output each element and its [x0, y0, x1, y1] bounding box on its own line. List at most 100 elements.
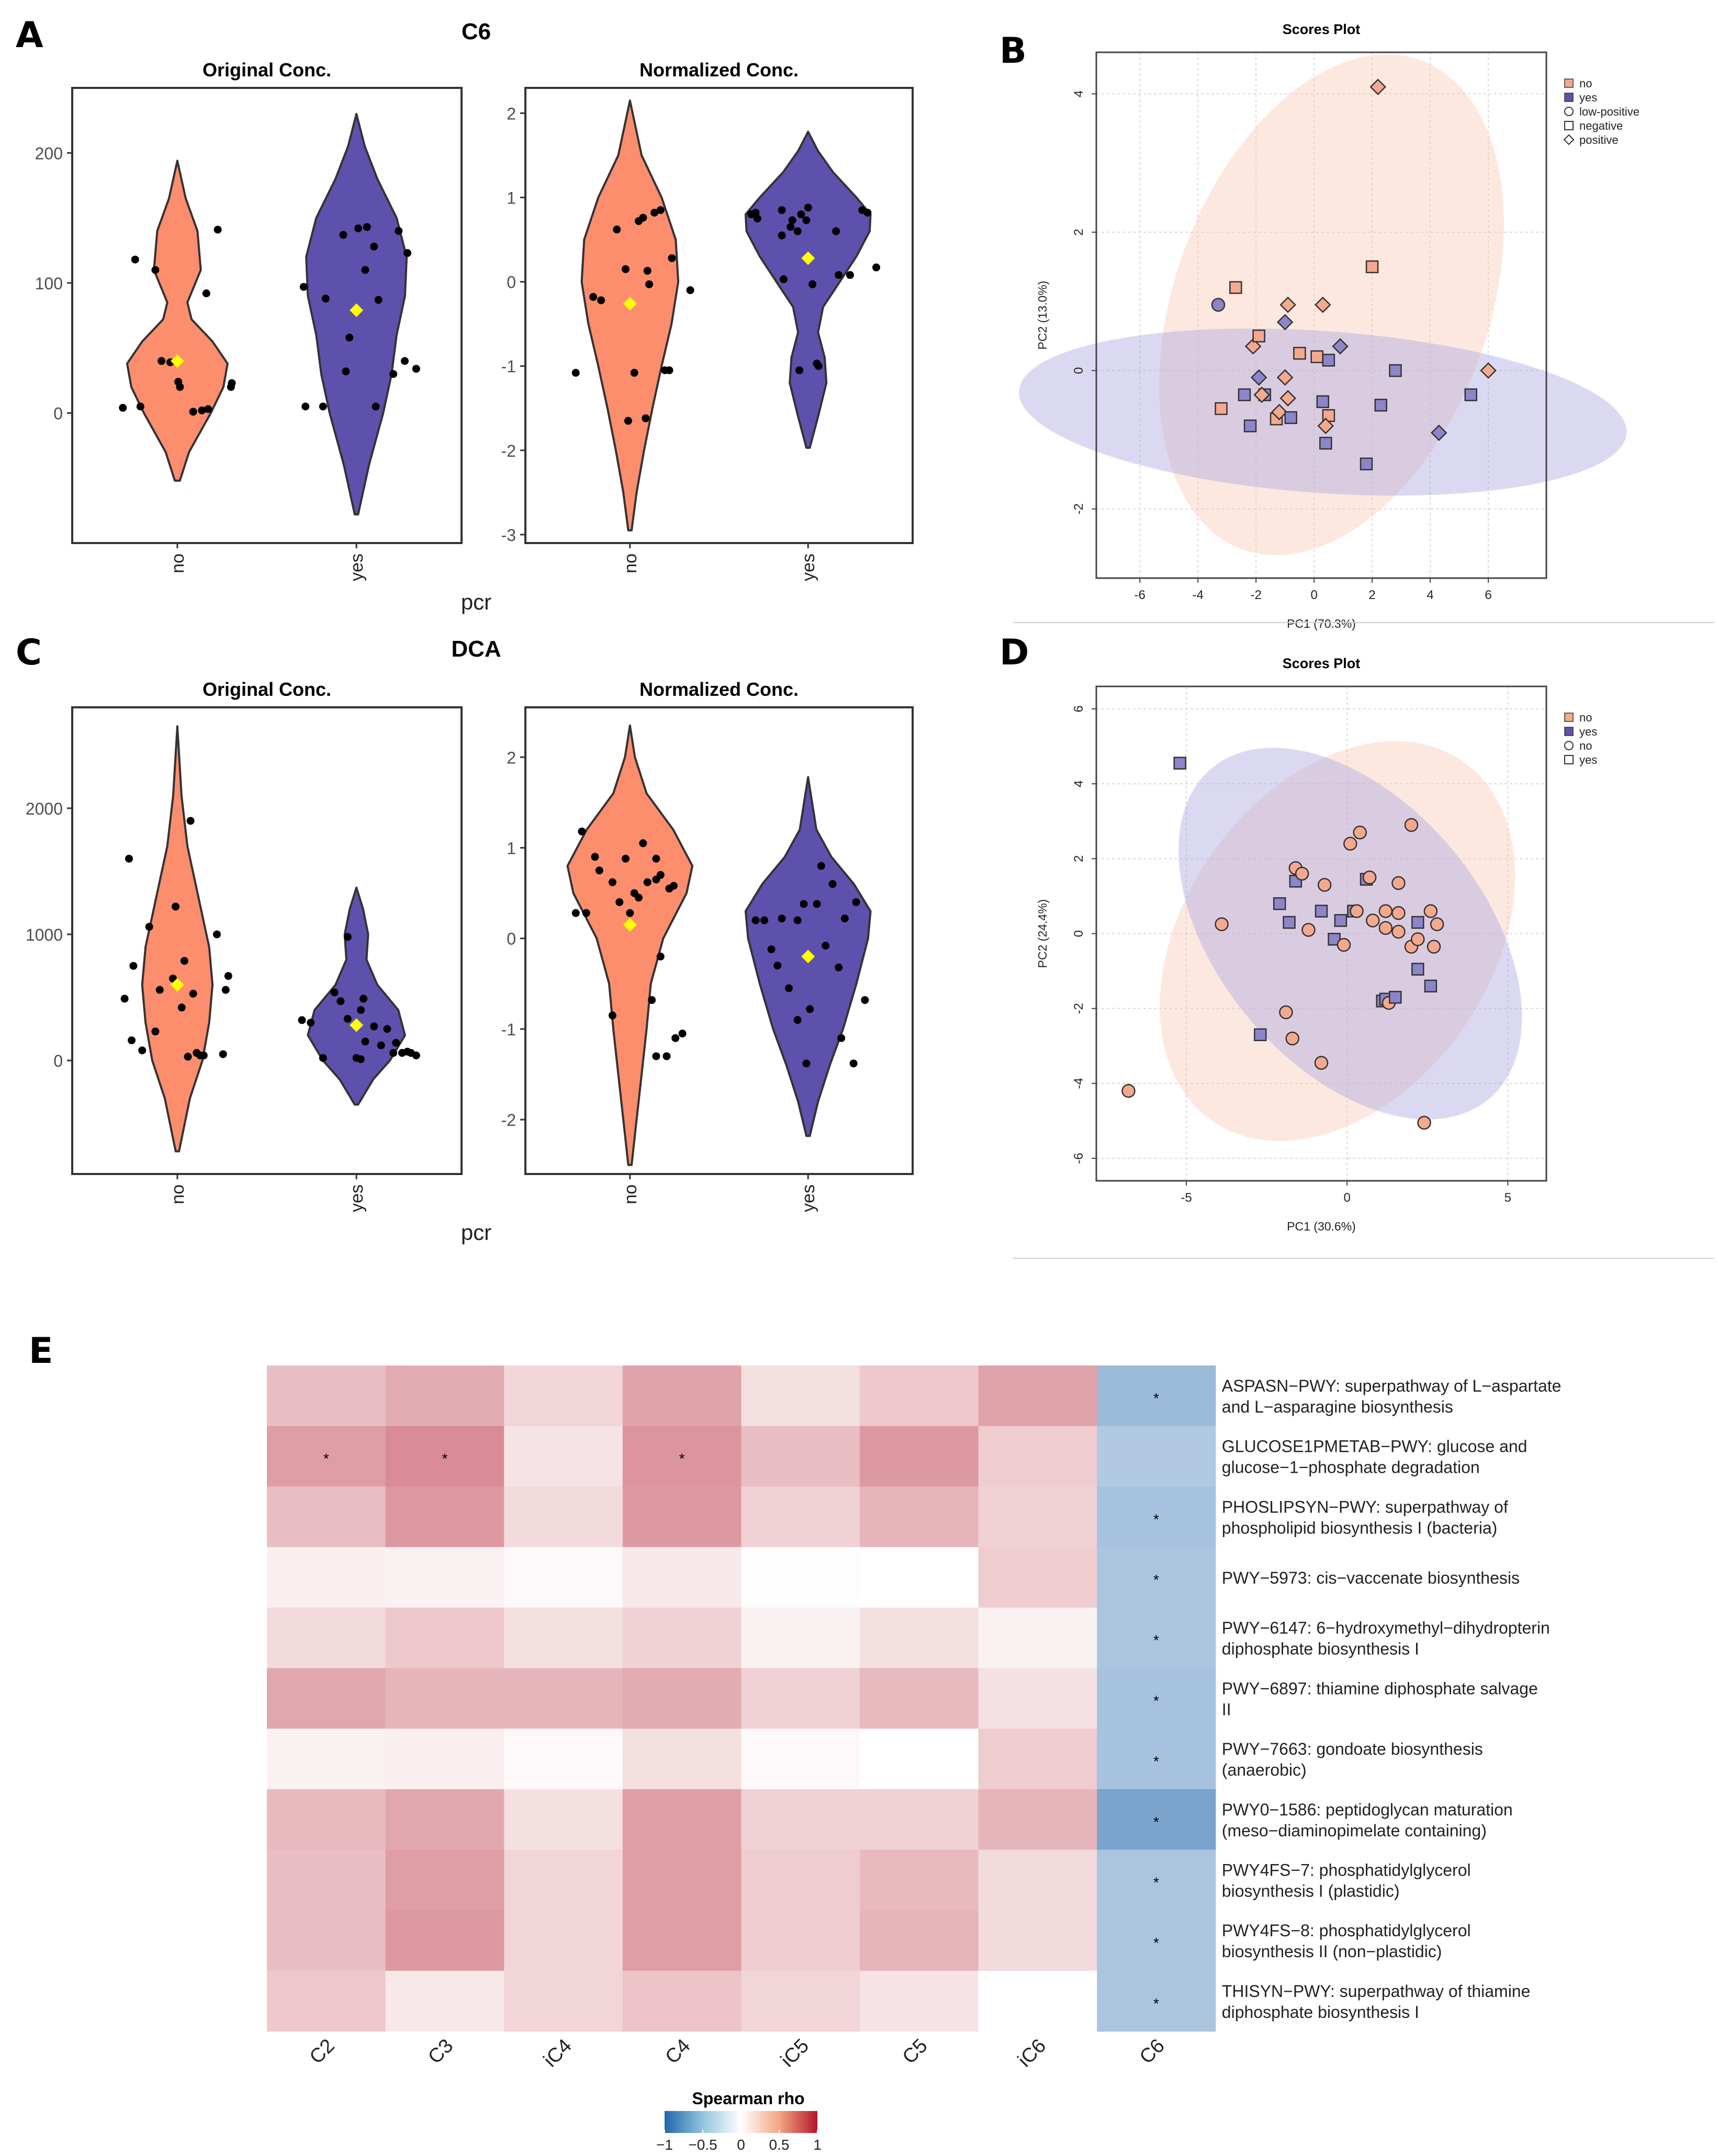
significance-star: * — [442, 1451, 447, 1467]
row-label: PWY4FS−8: phosphatidylglycerol — [1222, 1921, 1471, 1940]
score-point — [1315, 905, 1328, 918]
heatmap-cell — [267, 1971, 386, 2032]
score-point — [1244, 338, 1262, 355]
data-point — [360, 995, 368, 1003]
heatmap-cell — [622, 1547, 742, 1608]
violin-no — [126, 160, 229, 482]
plot-frame — [524, 706, 914, 1175]
score-point — [1293, 346, 1306, 360]
heatmap-cell — [385, 1426, 504, 1487]
data-point — [591, 853, 599, 861]
y-tick-label: 4 — [1072, 91, 1086, 97]
violin-no — [580, 99, 680, 532]
y-tick-label: 0 — [53, 1052, 63, 1070]
score-point — [1411, 963, 1424, 976]
data-point — [648, 996, 656, 1004]
heatmap-cell — [741, 1426, 860, 1487]
data-point — [186, 817, 195, 825]
legend-label: yes — [1579, 725, 1597, 738]
legend-label: low-positive — [1579, 105, 1640, 118]
score-point — [1295, 866, 1309, 881]
data-point — [767, 945, 776, 953]
y-axis-label: PC2 (13.0%) — [1036, 281, 1049, 350]
plot-frame — [71, 87, 463, 544]
score-point — [1211, 298, 1226, 312]
score-point — [1430, 424, 1447, 442]
data-point — [412, 365, 420, 373]
y-tick-label: 1 — [507, 839, 516, 857]
heatmap-cell — [978, 1607, 1097, 1669]
data-point — [363, 223, 371, 231]
heatmap-cell — [622, 1365, 742, 1427]
score-point — [1273, 897, 1286, 910]
heatmap-cell — [741, 1607, 860, 1669]
heatmap-cell — [504, 1910, 623, 1971]
row-label: and L−asparagine biosynthesis — [1222, 1397, 1453, 1416]
score-point — [1391, 924, 1406, 939]
data-point — [370, 242, 378, 251]
y-tick-label: 0 — [507, 273, 516, 292]
data-point — [773, 962, 782, 970]
heatmap-cell — [741, 1789, 860, 1850]
violin-figure-a: C6 pcr Original Conc. no yes 0 100 200 Normalize… — [35, 19, 914, 614]
data-point — [138, 1046, 147, 1055]
x-tick-label: -6 — [1135, 588, 1146, 602]
data-point — [177, 1003, 186, 1012]
data-point — [778, 206, 786, 215]
data-point — [357, 1055, 365, 1064]
heatmap-cell — [741, 1668, 860, 1729]
confidence-ellipse-yes — [1178, 748, 1522, 1120]
data-point — [342, 367, 350, 376]
colorbar-tick-label: 1 — [813, 2137, 822, 2153]
heatmap-cell — [267, 1426, 386, 1487]
data-point — [202, 289, 210, 298]
score-point — [1411, 916, 1424, 929]
heatmap-cell — [860, 1789, 979, 1850]
score-point — [1173, 757, 1186, 770]
heatmap-cell — [1097, 1426, 1216, 1487]
y-tick-label: -2 — [1072, 503, 1086, 514]
heatmap-cell — [978, 1547, 1097, 1608]
score-point — [1316, 395, 1330, 409]
mean-marker — [170, 354, 184, 368]
legend-label: no — [1579, 711, 1592, 724]
score-point — [1389, 990, 1402, 1004]
score-point — [1283, 916, 1296, 929]
data-point — [650, 208, 659, 217]
plot-title: Scores Plot — [1283, 21, 1361, 37]
x-tick-label: yes — [799, 554, 818, 581]
heatmap-cell — [978, 1486, 1097, 1548]
score-point — [1423, 904, 1438, 918]
heatmap-cell — [860, 1486, 979, 1548]
x-axis-label: PC1 (70.3%) — [1287, 617, 1356, 630]
y-tick-label: 4 — [1072, 780, 1086, 787]
heatmap-cell — [1097, 1668, 1216, 1729]
data-point — [383, 1025, 391, 1033]
violin-no — [141, 725, 214, 1153]
score-point — [1250, 369, 1267, 386]
data-point — [665, 366, 673, 375]
data-point — [131, 255, 139, 264]
data-point — [198, 406, 206, 414]
data-point — [643, 267, 652, 275]
colorbar-tick-label: 0.5 — [769, 2137, 790, 2153]
data-point — [361, 266, 369, 274]
legend-swatch — [1564, 713, 1574, 722]
data-point — [354, 224, 362, 232]
y-tick-label: 2 — [507, 104, 516, 123]
y-tick-label: -2 — [501, 442, 516, 460]
data-point — [797, 210, 805, 219]
panel-letter-b: B — [1000, 30, 1027, 72]
score-point — [1317, 417, 1334, 434]
data-point — [412, 1051, 420, 1059]
heatmap-cell — [741, 1486, 860, 1548]
x-axis-label: pcr — [461, 590, 491, 614]
data-point — [793, 916, 802, 924]
row-label: GLUCOSE1PMETAB−PWY: glucose and — [1222, 1437, 1528, 1456]
data-point — [319, 1054, 327, 1062]
data-point — [307, 1019, 315, 1027]
row-label: diphosphate biosynthesis I — [1222, 1640, 1419, 1658]
data-point — [686, 286, 694, 295]
score-point — [1411, 932, 1425, 946]
legend-label: no — [1579, 77, 1592, 90]
